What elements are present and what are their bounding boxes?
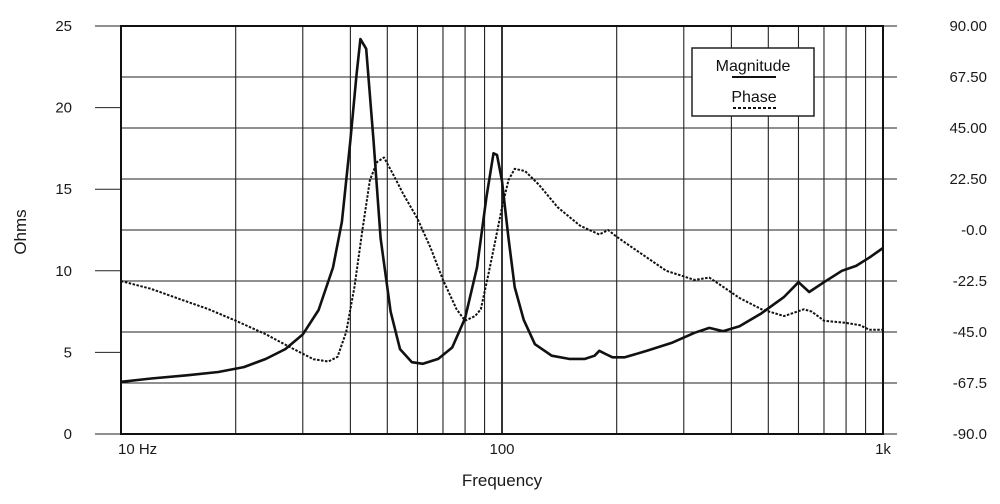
y2-tick-label: -45.0 [953, 324, 987, 341]
x-tick-label: 1k [875, 441, 891, 458]
y-tick-label: 5 [64, 344, 72, 361]
legend-label-phase: Phase [731, 89, 776, 106]
y2-tick-label: 22.50 [949, 171, 987, 188]
y2-tick-label: 90.00 [949, 18, 987, 35]
y2-tick-label: -90.0 [953, 426, 987, 443]
legend: Magnitude Phase [691, 47, 815, 117]
series-line-phase [120, 156, 883, 363]
y-tick-label: 0 [64, 426, 72, 443]
y-tick-label: 15 [55, 181, 72, 198]
x-tick-label: 100 [489, 441, 514, 458]
plot-frame [120, 25, 884, 435]
series-line-magnitude [120, 37, 884, 384]
y-tick-label: 25 [55, 18, 72, 35]
x-tick-label: 10 Hz [118, 441, 157, 458]
legend-box [691, 47, 815, 117]
y-tick-label: 10 [55, 263, 72, 280]
y2-tick-label: 67.50 [949, 69, 987, 86]
tick-labels: 0 5 10 15 20 25 90.00 67.50 45.00 22.50 -0.0 -22.5 -… [55, 18, 987, 458]
y2-tick-label: -22.5 [953, 273, 987, 290]
y2-tick-label: -0.0 [961, 222, 987, 239]
series-layer [120, 37, 884, 384]
y2-tick-label: 45.00 [949, 120, 987, 137]
y2-tick-label: -67.5 [953, 375, 987, 392]
y-tick-label: 20 [55, 100, 72, 117]
y-axis-title: Ohms [11, 209, 30, 254]
legend-label-magnitude: Magnitude [716, 58, 791, 75]
x-axis-title: Frequency [462, 471, 543, 490]
